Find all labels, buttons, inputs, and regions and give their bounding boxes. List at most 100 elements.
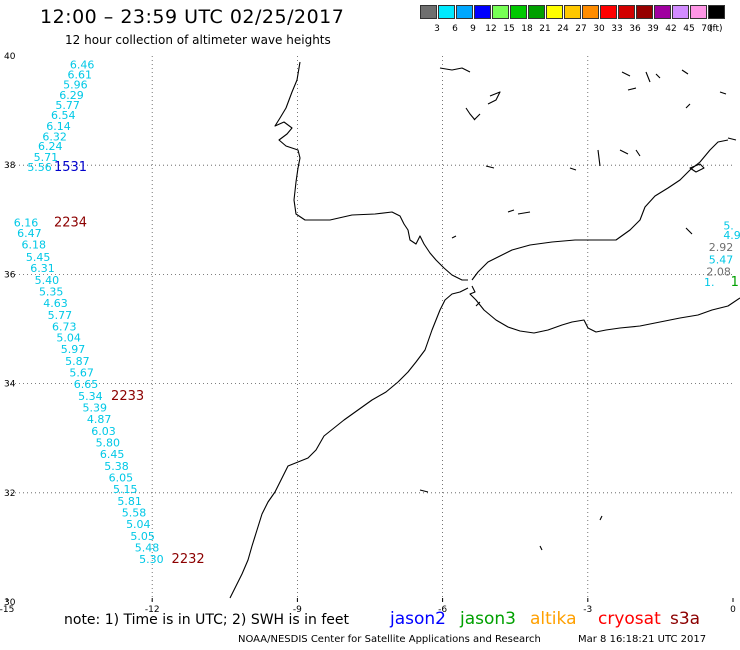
legend-label-8: 27 <box>575 24 587 34</box>
legend-swatch-15 <box>690 5 707 19</box>
legend-swatch-14 <box>672 5 689 19</box>
legend-swatch-13 <box>654 5 671 19</box>
wave-height-label-43: 5.30 <box>139 553 164 566</box>
wave-height-label-0: 6.46 <box>70 59 95 72</box>
wave-height-label-4: 5.77 <box>55 99 80 112</box>
legend-swatch-10 <box>600 5 617 19</box>
coastline-africa-west <box>229 287 469 599</box>
wave-height-label-37: 5.15 <box>113 483 138 496</box>
wave-height-label-39: 5.58 <box>122 506 147 519</box>
wave-height-label-3: 6.29 <box>59 89 84 102</box>
wave-height-label-6: 6.14 <box>46 120 70 133</box>
y-tick-label-1: 38 <box>4 161 16 171</box>
wave-height-label-15: 6.18 <box>22 238 47 251</box>
wave-height-label-45: 5. <box>723 219 734 232</box>
legend-label-10: 33 <box>611 24 623 34</box>
legend-label-1: 6 <box>452 24 458 34</box>
wave-height-label-22: 6.73 <box>52 320 77 333</box>
wave-height-label-19: 5.35 <box>39 285 64 298</box>
satellite-cryosat: cryosat <box>598 609 661 629</box>
wave-height-label-16: 5.45 <box>26 251 51 264</box>
pass-time-label-13: 2234 <box>54 216 87 231</box>
legend-swatch-9 <box>582 5 599 19</box>
wave-height-label-34: 6.45 <box>100 448 125 461</box>
legend-label-9: 30 <box>593 24 605 34</box>
x-tick-label-5: 0 <box>730 605 736 615</box>
legend-label-6: 21 <box>539 24 551 34</box>
x-tick-label-2: -9 <box>293 605 302 615</box>
legend-label-7: 24 <box>557 24 569 34</box>
axis-ticks: -15 -12 -9 -6 -3 0 40 38 36 34 32 30 <box>0 52 736 615</box>
map-title: 12:00 – 23:59 UTC 02/25/2017 <box>40 6 345 28</box>
legend-swatch-7 <box>546 5 563 19</box>
map-subtitle: 12 hour collection of altimeter wave hei… <box>65 33 331 47</box>
legend-unit: (ft) <box>709 24 723 34</box>
legend-label-11: 36 <box>629 24 641 34</box>
coastline-balearic <box>689 163 705 173</box>
legend-label-14: 45 <box>683 24 695 34</box>
wave-height-labels: 6.466.615.966.295.776.546.146.326.245.71… <box>14 59 740 567</box>
legend-swatch-16 <box>708 5 725 19</box>
wave-height-label-27: 6.65 <box>74 378 99 391</box>
wave-height-label-14: 6.47 <box>17 227 42 240</box>
y-tick-label-0: 40 <box>4 52 16 62</box>
legend-swatch-3 <box>474 5 491 19</box>
legend-swatch-4 <box>492 5 509 19</box>
wave-height-label-5: 6.54 <box>51 109 76 122</box>
x-tick-label-0: -15 <box>0 605 14 615</box>
wave-height-label-1: 6.61 <box>68 69 93 82</box>
wave-height-label-50: 1. <box>704 276 715 289</box>
legend-swatch-11 <box>618 5 635 19</box>
credit-line: NOAA/NESDIS Center for Satellite Applica… <box>238 634 541 645</box>
wave-height-label-10: 5.56 <box>27 161 52 174</box>
wave-height-label-46: 4.9 <box>723 229 740 242</box>
generation-timestamp: Mar 8 16:18:21 UTC 2017 <box>578 634 707 645</box>
legend-label-12: 39 <box>647 24 659 34</box>
wave-height-label-35: 5.38 <box>104 460 129 473</box>
wave-height-label-17: 6.31 <box>30 262 55 275</box>
coastline-africa-north <box>469 285 740 334</box>
wave-height-label-30: 5.39 <box>83 402 108 415</box>
wave-height-label-20: 4.63 <box>43 297 68 310</box>
wave-height-label-26: 5.67 <box>69 367 94 380</box>
wave-height-label-9: 5.71 <box>34 151 59 164</box>
coastline-islands <box>419 67 737 551</box>
y-tick-label-3: 34 <box>4 380 16 390</box>
legend-swatch-5 <box>510 5 527 19</box>
satellite-s3a: s3a <box>670 609 701 629</box>
pass-time-label-29: 2233 <box>111 389 144 404</box>
wave-height-label-32: 6.03 <box>91 425 116 438</box>
legend-label-4: 15 <box>503 24 515 34</box>
legend-label-2: 9 <box>470 24 476 34</box>
wave-height-label-23: 5.04 <box>56 332 80 345</box>
pass-time-label-11: 1531 <box>54 160 87 175</box>
y-tick-label-2: 36 <box>4 270 16 280</box>
footnote: note: 1) Time is in UTC; 2) SWH is in fe… <box>64 612 350 628</box>
wave-height-label-40: 5.04 <box>126 518 150 531</box>
x-tick-label-4: -3 <box>583 605 592 615</box>
wave-height-label-36: 6.05 <box>109 472 134 485</box>
wave-height-label-21: 5.77 <box>48 309 73 322</box>
wave-height-label-41: 5.05 <box>130 530 155 543</box>
wave-height-label-2: 5.96 <box>63 78 87 91</box>
wave-height-label-31: 4.87 <box>87 413 112 426</box>
legend-swatch-12 <box>636 5 653 19</box>
satellite-jason3: jason3 <box>460 609 516 629</box>
wave-height-label-12: 6.16 <box>14 217 39 230</box>
legend-label-5: 18 <box>521 24 533 34</box>
legend-swatch-8 <box>564 5 581 19</box>
wave-height-label-42: 5.48 <box>135 541 160 554</box>
legend-swatch-1 <box>438 5 455 19</box>
grid-lines <box>7 56 733 602</box>
y-tick-label-5: 30 <box>4 598 16 608</box>
wave-height-label-18: 5.40 <box>35 274 60 287</box>
coastline-iberia-west <box>274 61 468 281</box>
wave-height-label-47: 2.92 <box>709 241 734 254</box>
legend-swatch-6 <box>528 5 545 19</box>
pass-time-label-51: 1 <box>731 275 739 290</box>
legend-swatch-2 <box>456 5 473 19</box>
satellite-jason2: jason2 <box>390 609 446 629</box>
legend-swatch-0 <box>420 5 437 19</box>
wave-height-label-8: 6.24 <box>38 140 63 153</box>
coastline-iberia-south <box>471 139 729 281</box>
